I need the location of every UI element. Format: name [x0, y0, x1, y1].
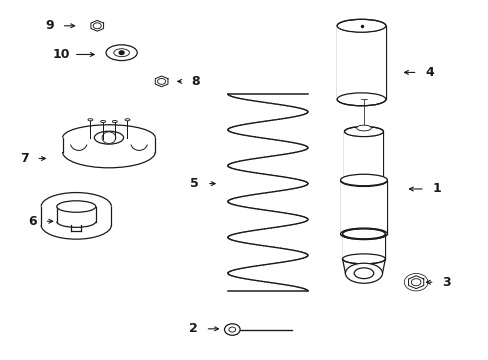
Text: 3: 3 [442, 276, 450, 289]
Circle shape [119, 51, 124, 54]
Ellipse shape [88, 119, 93, 121]
Text: 6: 6 [28, 215, 37, 228]
Circle shape [228, 327, 235, 332]
Ellipse shape [57, 201, 96, 212]
Circle shape [410, 279, 420, 286]
Text: 8: 8 [191, 75, 200, 88]
Polygon shape [344, 132, 383, 180]
Ellipse shape [340, 175, 386, 186]
Polygon shape [342, 234, 385, 259]
Text: 1: 1 [432, 183, 441, 195]
Ellipse shape [106, 45, 137, 60]
Text: 2: 2 [188, 322, 197, 335]
Circle shape [224, 324, 240, 335]
Ellipse shape [114, 49, 129, 57]
Polygon shape [62, 138, 155, 152]
Text: 7: 7 [20, 152, 28, 165]
Ellipse shape [340, 228, 386, 239]
Ellipse shape [342, 229, 385, 239]
Polygon shape [336, 26, 385, 99]
Text: 10: 10 [53, 48, 70, 61]
Ellipse shape [94, 131, 123, 144]
Polygon shape [41, 207, 111, 225]
Polygon shape [340, 181, 386, 234]
Ellipse shape [344, 127, 383, 136]
Circle shape [157, 78, 165, 84]
Ellipse shape [342, 254, 385, 264]
Ellipse shape [353, 268, 373, 279]
Ellipse shape [125, 119, 130, 121]
Ellipse shape [336, 19, 385, 32]
Ellipse shape [344, 175, 383, 185]
Ellipse shape [102, 132, 116, 144]
Text: 5: 5 [190, 177, 199, 190]
Text: 9: 9 [45, 19, 54, 32]
Ellipse shape [336, 93, 385, 106]
Ellipse shape [356, 125, 370, 131]
Ellipse shape [112, 121, 117, 123]
Text: 4: 4 [425, 66, 433, 79]
Ellipse shape [345, 263, 382, 283]
Ellipse shape [340, 174, 386, 186]
Circle shape [93, 23, 101, 29]
Ellipse shape [101, 121, 105, 123]
